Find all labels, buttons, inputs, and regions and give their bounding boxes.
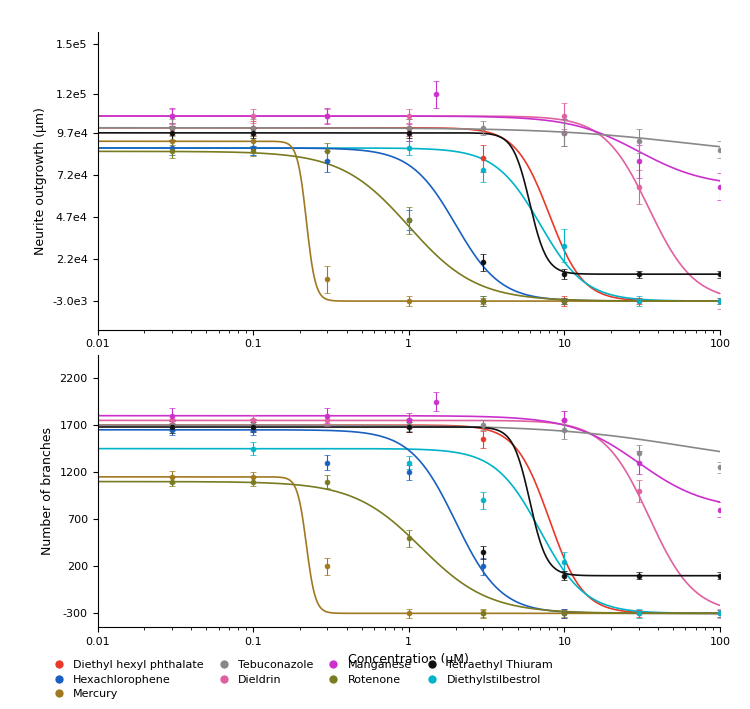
X-axis label: Concentration (μM): Concentration (μM) xyxy=(348,355,470,368)
Y-axis label: Neurite outgrowth (μm): Neurite outgrowth (μm) xyxy=(34,107,46,255)
Y-axis label: Number of branches: Number of branches xyxy=(41,427,54,555)
X-axis label: Concentration (μM): Concentration (μM) xyxy=(348,653,470,666)
Legend: Diethyl hexyl phthalate, Hexachlorophene, Mercury, Tebuconazole, Dieldrin, Manga: Diethyl hexyl phthalate, Hexachlorophene… xyxy=(43,656,556,703)
